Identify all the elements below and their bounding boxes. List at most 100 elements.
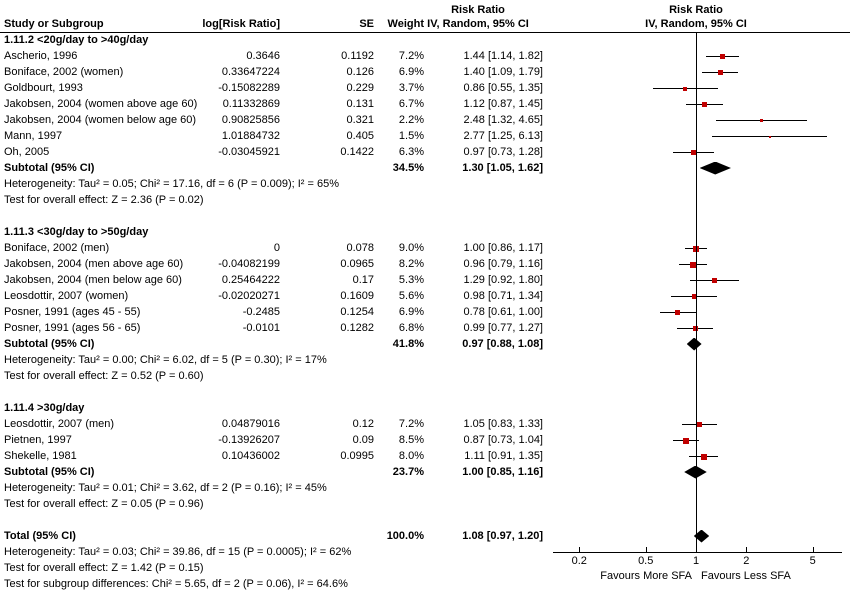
plot-header-line2: IV, Random, 95% CI <box>645 18 747 30</box>
study-name: Ascherio, 1996 <box>4 50 78 62</box>
study-name: Pietnen, 1997 <box>4 434 72 446</box>
risk-ratio-ci-value: 0.78 [0.61, 1.00] <box>463 306 543 318</box>
study-name: Jakobsen, 2004 (women below age 60) <box>4 114 197 126</box>
weight-value: 6.7% <box>398 98 424 110</box>
weight-value: 6.9% <box>398 66 424 78</box>
column-header-risk-ratio-line1: Risk Ratio <box>451 4 505 16</box>
effect-marker <box>682 437 689 444</box>
risk-ratio-ci-value: 0.98 [0.71, 1.34] <box>463 290 543 302</box>
weight-value: 9.0% <box>398 242 424 254</box>
subtotal-label: Subtotal (95% CI) <box>4 338 95 350</box>
overall-effect-note: Test for overall effect: Z = 0.52 (P = 0… <box>4 370 204 382</box>
axis-tick <box>696 547 697 552</box>
study-name: Oh, 2005 <box>4 146 50 158</box>
se-value: 0.0995 <box>340 450 374 462</box>
effect-marker <box>717 70 723 75</box>
log-risk-ratio-value: -0.03045921 <box>218 146 280 158</box>
axis-tick-label: 2 <box>743 555 750 567</box>
study-name: Posner, 1991 (ages 56 - 65) <box>4 322 141 334</box>
weight-value: 3.7% <box>398 82 424 94</box>
effect-marker <box>690 261 697 268</box>
log-risk-ratio-value: 0.3646 <box>246 50 280 62</box>
weight-value: 6.8% <box>398 322 424 334</box>
risk-ratio-ci-value: 1.29 [0.92, 1.80] <box>463 274 543 286</box>
overall-effect-note: Test for overall effect: Z = 2.36 (P = 0… <box>4 194 204 206</box>
risk-ratio-ci-value: 1.11 [0.91, 1.35] <box>464 450 543 462</box>
se-value: 0.09 <box>352 434 374 446</box>
weight-value: 100.0% <box>386 530 424 542</box>
weight-value: 6.9% <box>398 306 424 318</box>
axis-label-favours-less-sfa: Favours Less SFA <box>701 570 791 582</box>
heterogeneity-note: Heterogeneity: Tau² = 0.01; Chi² = 3.62,… <box>4 482 327 494</box>
log-risk-ratio-value: 0.90825856 <box>221 114 280 126</box>
effect-marker <box>697 422 703 427</box>
axis-tick-label: 1 <box>692 555 700 567</box>
risk-ratio-ci-value: 1.30 [1.05, 1.62] <box>462 162 543 174</box>
risk-ratio-ci-value: 1.00 [0.85, 1.16] <box>462 466 543 478</box>
effect-marker <box>692 294 698 299</box>
weight-value: 8.5% <box>398 434 424 446</box>
weight-value: 1.5% <box>398 130 424 142</box>
overall-effect-note: Test for overall effect: Z = 0.05 (P = 0… <box>4 498 204 510</box>
se-value: 0.126 <box>346 66 374 78</box>
log-risk-ratio-value: -0.04082199 <box>218 258 280 270</box>
column-header-weight: Weight <box>387 18 424 30</box>
risk-ratio-ci-value: 0.86 [0.55, 1.35] <box>463 82 543 94</box>
log-risk-ratio-value: -0.13926207 <box>218 434 280 446</box>
risk-ratio-ci-value: 1.00 [0.86, 1.17] <box>463 242 543 254</box>
study-name: Leosdottir, 2007 (men) <box>4 418 115 430</box>
study-name: Mann, 1997 <box>4 130 63 142</box>
risk-ratio-ci-value: 0.96 [0.79, 1.16] <box>463 258 543 270</box>
subtotal-label: Subtotal (95% CI) <box>4 162 95 174</box>
se-value: 0.321 <box>346 114 374 126</box>
column-header-log-risk-ratio: log[Risk Ratio] <box>202 18 280 30</box>
se-value: 0.131 <box>346 98 374 110</box>
effect-marker <box>691 150 697 155</box>
axis-label-favours-more-sfa: Favours More SFA <box>600 570 692 582</box>
log-risk-ratio-value: -0.2485 <box>242 306 280 318</box>
study-name: Jakobsen, 2004 (men above age 60) <box>4 258 184 270</box>
log-risk-ratio-value: -0.02020271 <box>218 290 280 302</box>
weight-value: 5.6% <box>398 290 424 302</box>
effect-marker <box>700 453 707 460</box>
subtotal-diamond <box>684 465 707 479</box>
study-name: Boniface, 2002 (men) <box>4 242 110 254</box>
study-name: Jakobsen, 2004 (women above age 60) <box>4 98 198 110</box>
risk-ratio-ci-value: 1.08 [0.97, 1.20] <box>462 530 543 542</box>
se-value: 0.405 <box>346 130 374 142</box>
plot-header-line1: Risk Ratio <box>669 4 723 16</box>
axis-tick-label: 0.2 <box>571 555 587 567</box>
weight-value: 8.2% <box>398 258 424 270</box>
weight-value: 5.3% <box>398 274 424 286</box>
effect-marker <box>760 119 764 122</box>
subgroup-heading: 1.11.2 <20g/day to >40g/day <box>4 34 149 46</box>
risk-ratio-ci-value: 2.77 [1.25, 6.13] <box>463 130 543 142</box>
study-name: Posner, 1991 (ages 45 - 55) <box>4 306 141 318</box>
x-axis-line <box>553 552 842 553</box>
subtotal-diamond <box>699 161 731 175</box>
weight-value: 7.2% <box>398 50 424 62</box>
se-value: 0.1609 <box>340 290 374 302</box>
se-value: 0.1254 <box>340 306 374 318</box>
risk-ratio-ci-value: 0.97 [0.88, 1.08] <box>462 338 543 350</box>
effect-marker <box>692 326 698 331</box>
log-risk-ratio-value: 0 <box>273 242 280 254</box>
risk-ratio-ci-value: 1.44 [1.14, 1.82] <box>463 50 543 62</box>
se-value: 0.1422 <box>340 146 374 158</box>
log-risk-ratio-value: -0.15082289 <box>218 82 280 94</box>
effect-marker <box>683 86 688 91</box>
effect-marker <box>768 135 771 138</box>
log-risk-ratio-value: 0.04879016 <box>221 418 280 430</box>
weight-value: 7.2% <box>398 418 424 430</box>
heterogeneity-note: Heterogeneity: Tau² = 0.05; Chi² = 17.16… <box>4 178 339 190</box>
effect-marker <box>675 310 681 315</box>
risk-ratio-ci-value: 0.99 [0.77, 1.27] <box>463 322 543 334</box>
risk-ratio-ci-value: 0.87 [0.73, 1.04] <box>463 434 543 446</box>
log-risk-ratio-value: -0.0101 <box>242 322 280 334</box>
heterogeneity-note: Heterogeneity: Tau² = 0.00; Chi² = 6.02,… <box>4 354 327 366</box>
weight-value: 6.3% <box>398 146 424 158</box>
log-risk-ratio-value: 0.11332869 <box>222 98 280 110</box>
header-rule <box>0 32 850 33</box>
se-value: 0.0965 <box>340 258 374 270</box>
